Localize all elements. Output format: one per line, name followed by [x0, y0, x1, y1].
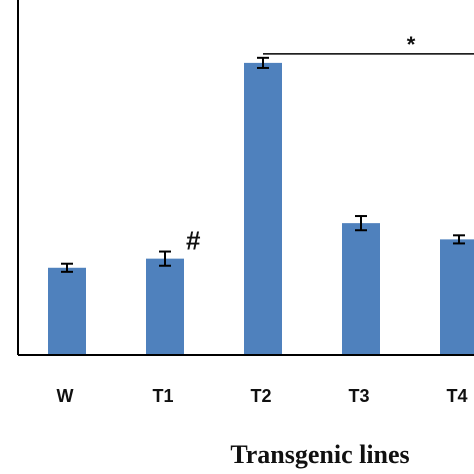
error-bar-w	[61, 262, 73, 273]
significance-hash-annotation: #	[186, 226, 201, 256]
x-tick-label-t1: T1	[152, 386, 173, 406]
bar-t4	[440, 239, 474, 355]
x-tick-label-t2: T2	[250, 386, 271, 406]
bars-layer	[48, 62, 474, 356]
x-tick-label-t4: T4	[446, 386, 467, 406]
x-tick-label-t3: T3	[348, 386, 369, 406]
error-bar-t2	[257, 56, 269, 69]
error-bar-t4	[453, 234, 465, 245]
error-bars-layer	[61, 56, 465, 273]
significance-star-annotation: *	[407, 32, 416, 57]
bar-t2	[244, 62, 282, 356]
bar-t1	[146, 258, 184, 355]
x-tick-labels: W T1 T2 T3 T4	[57, 386, 468, 406]
x-tick-label-w: W	[57, 386, 74, 406]
error-bar-t3	[355, 215, 367, 232]
bar-t3	[342, 223, 380, 355]
bar-w	[48, 267, 86, 355]
error-bar-t1	[159, 250, 171, 267]
x-axis-title: Transgenic lines	[230, 440, 409, 469]
